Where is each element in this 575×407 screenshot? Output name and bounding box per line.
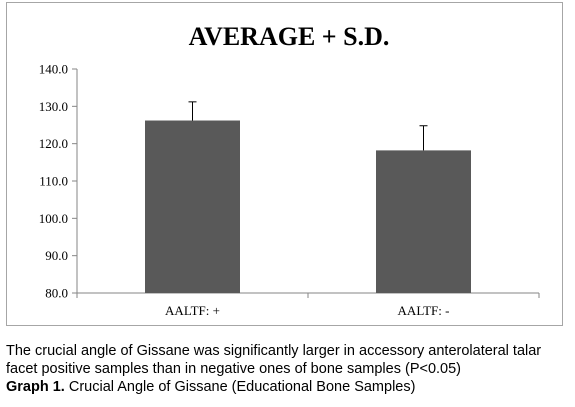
graph-title: Crucial Angle of Gissane (Educational Bo… bbox=[64, 379, 416, 395]
bar bbox=[376, 150, 471, 293]
x-tick-label: AALTF: - bbox=[398, 303, 450, 318]
plot-area: 80.0 90.0 100.0 110.0 120.0 130.0 140.0 AALTF: … bbox=[39, 62, 540, 318]
y-tick-label: 100.0 bbox=[39, 211, 68, 226]
chart-frame: AVERAGE + S.D. 80.0 90.0 100.0 110.0 120.0 13… bbox=[6, 2, 563, 326]
bar-chart: AVERAGE + S.D. 80.0 90.0 100.0 110.0 120.0 13… bbox=[39, 22, 540, 318]
caption-text: The crucial angle of Gissane was signifi… bbox=[6, 343, 542, 377]
bar bbox=[145, 120, 240, 294]
y-tick-label: 110.0 bbox=[39, 174, 68, 189]
graph-caption: Graph 1. Crucial Angle of Gissane (Educa… bbox=[6, 378, 571, 396]
graph-label: Graph 1. bbox=[6, 379, 65, 395]
y-tick-label: 90.0 bbox=[45, 248, 68, 263]
x-tick-label: AALTF: + bbox=[165, 303, 220, 318]
y-tick-label: 140.0 bbox=[39, 62, 68, 77]
y-tick-label: 80.0 bbox=[45, 286, 68, 301]
figure-caption: The crucial angle of Gissane was signifi… bbox=[6, 342, 571, 396]
y-tick-label: 130.0 bbox=[39, 99, 68, 114]
y-tick-label: 120.0 bbox=[39, 136, 68, 151]
chart-title: AVERAGE + S.D. bbox=[189, 22, 390, 51]
